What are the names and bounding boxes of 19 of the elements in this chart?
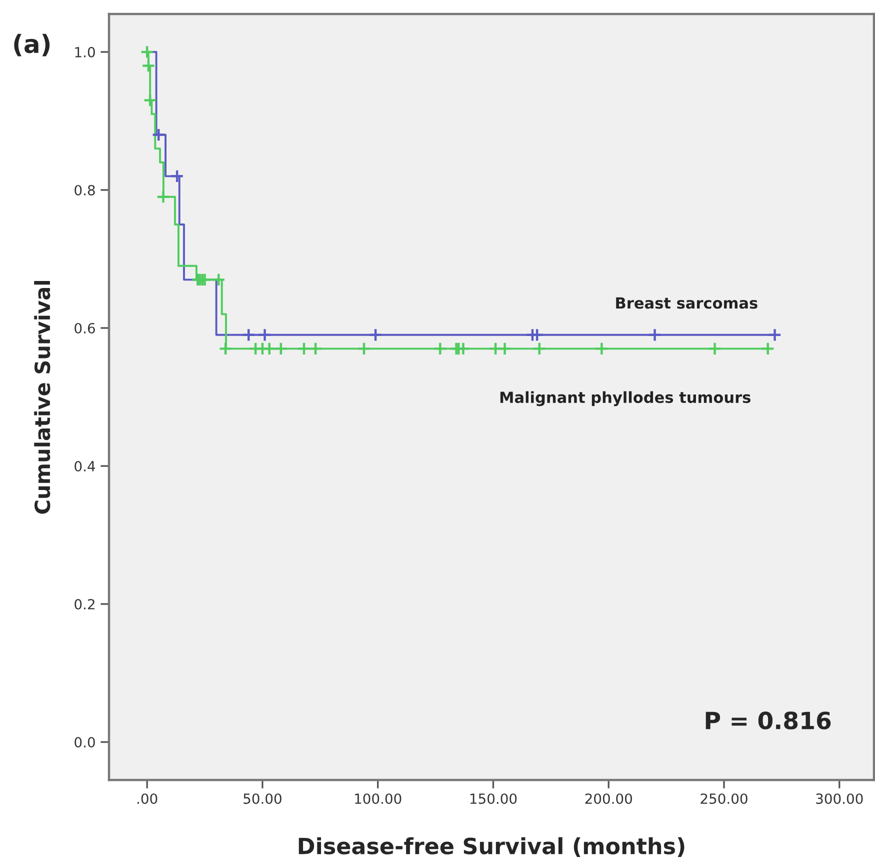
y-tick-label: 0.6 <box>74 322 95 334</box>
x-axis-title: Disease-free Survival (months) <box>298 837 684 858</box>
text: Malignant phyllodes tumours <box>500 391 750 406</box>
text: (a) <box>14 34 50 56</box>
y-tick-label: 0.4 <box>74 460 96 472</box>
x-tick-label: 250.00 <box>700 793 748 804</box>
x-tick-label: 100.00 <box>355 793 402 804</box>
x-tick-label: 200.00 <box>585 793 632 804</box>
y-tick-label: 1.0 <box>75 46 95 58</box>
x-tick-label: 150.00 <box>470 793 517 804</box>
y-tick-label: 0.0 <box>74 737 95 748</box>
x-tick-label: .00 <box>138 793 158 804</box>
x-tick-label: 50.00 <box>244 793 282 804</box>
x-tick-label: 300.00 <box>816 793 863 804</box>
y-tick-label: 0.8 <box>74 184 95 196</box>
y-tick-label: 0.2 <box>74 598 94 610</box>
y-axis-title: Cumulative Survival <box>34 280 50 514</box>
annotation: P = 0.816 <box>706 712 831 730</box>
series-label: Breast sarcomas <box>616 297 758 309</box>
